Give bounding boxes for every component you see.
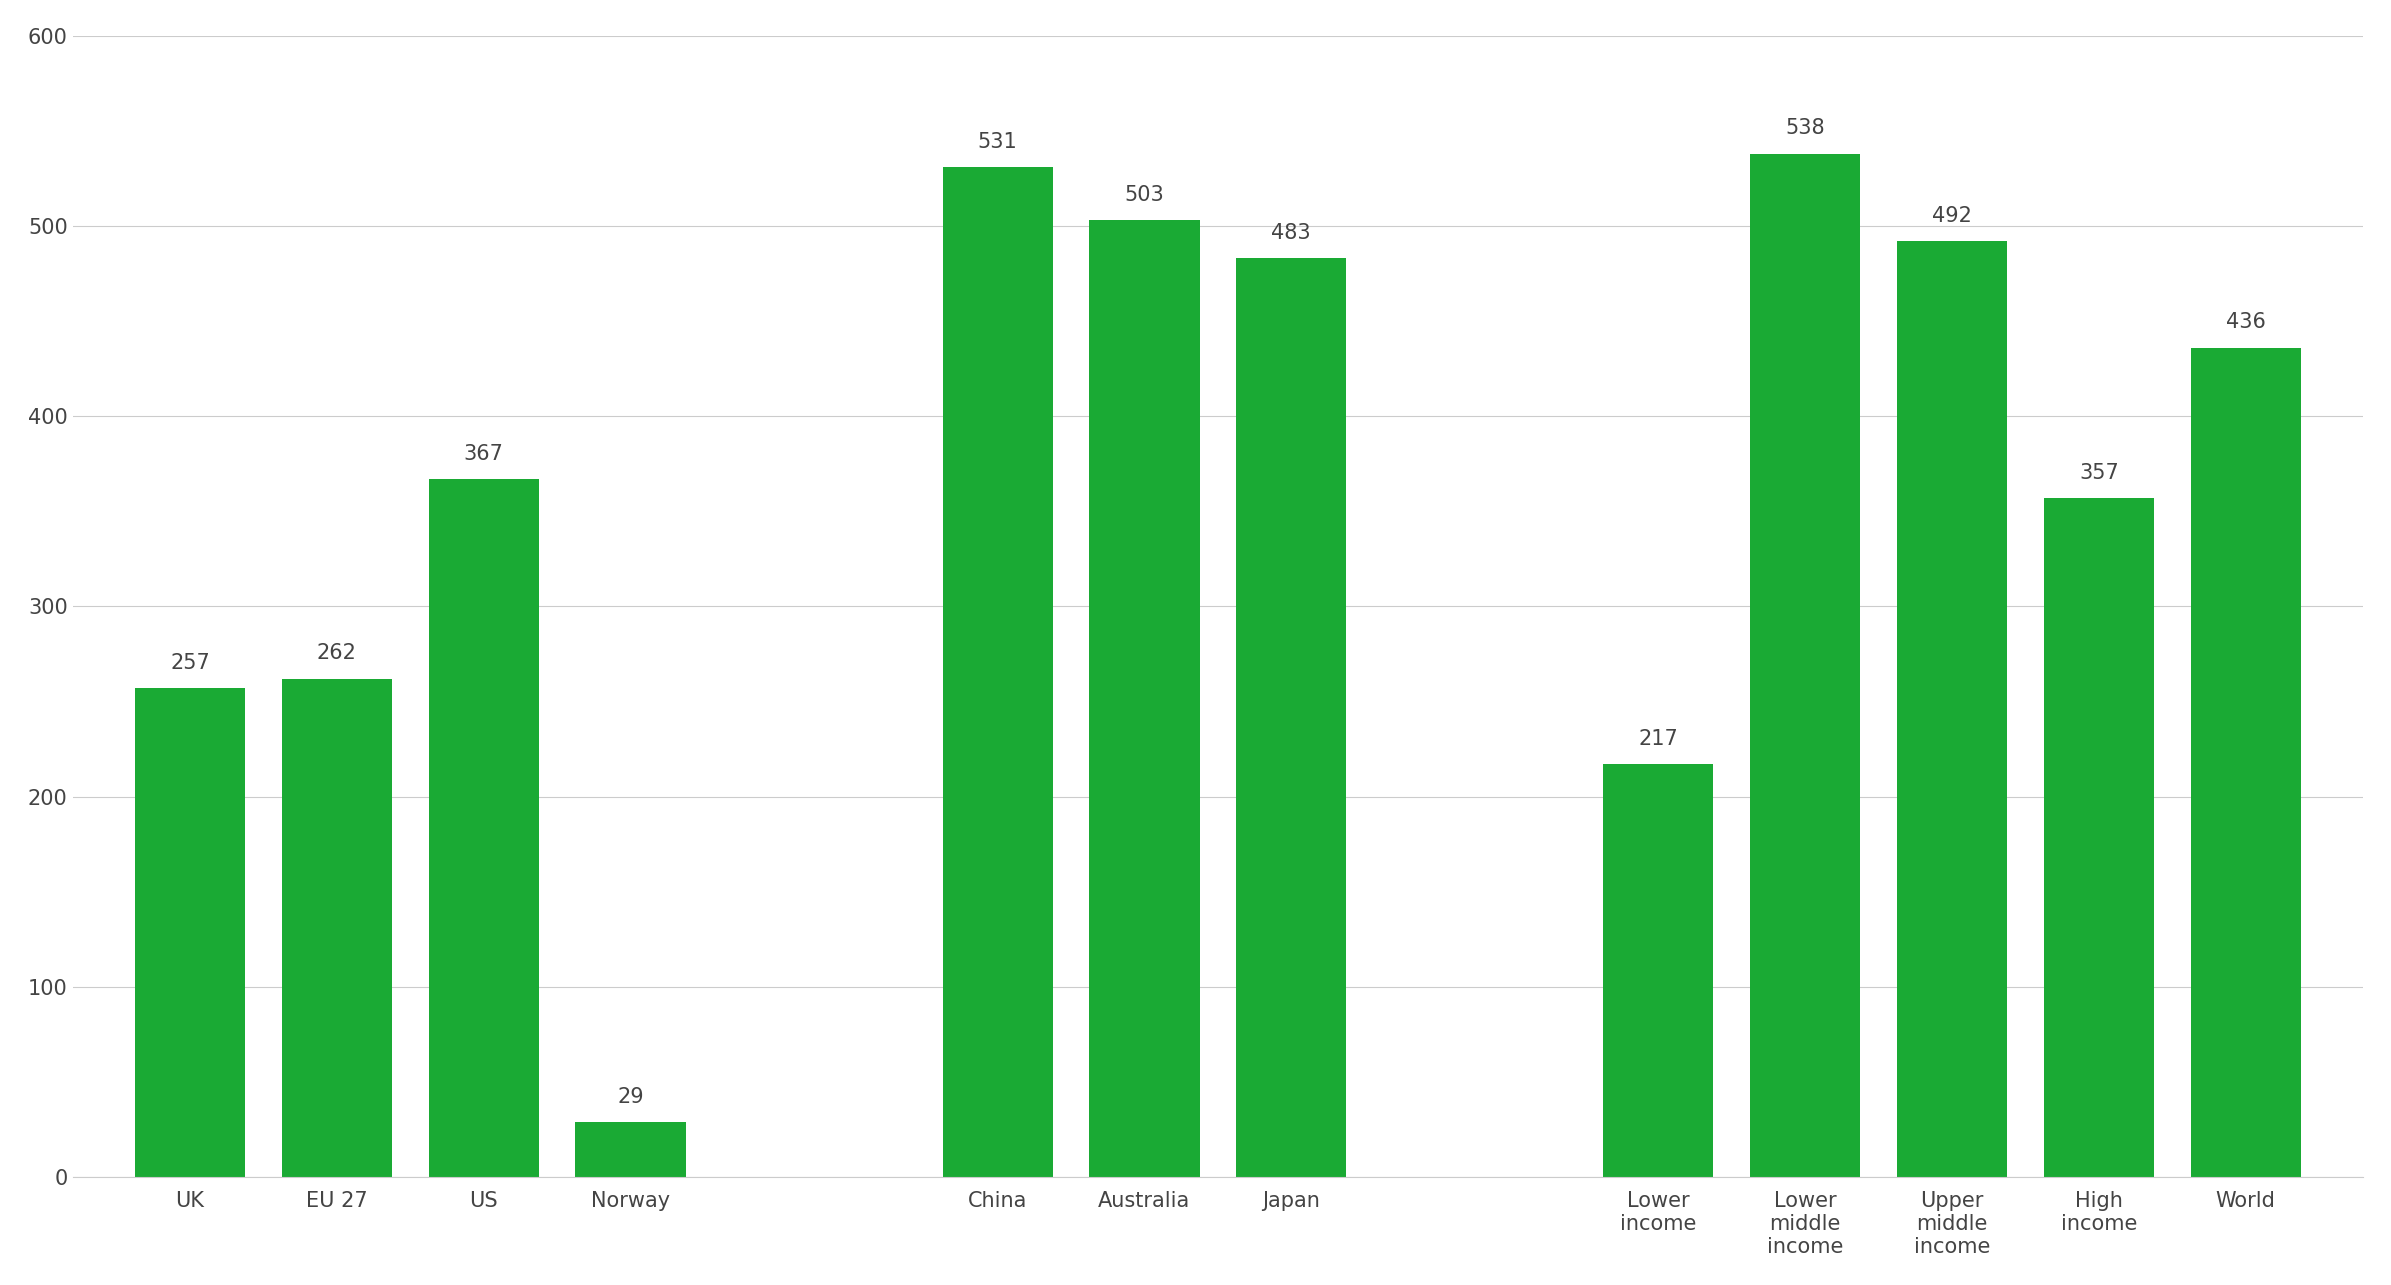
Bar — [1750, 154, 1860, 1177]
Text: 262: 262 — [318, 644, 356, 663]
Bar — [942, 167, 1052, 1177]
Text: 531: 531 — [978, 132, 1019, 152]
Bar — [428, 479, 538, 1177]
Bar — [1604, 765, 1714, 1177]
Text: 503: 503 — [1124, 185, 1164, 206]
Text: 217: 217 — [1638, 729, 1678, 749]
Text: 29: 29 — [617, 1087, 643, 1106]
Text: 492: 492 — [1932, 206, 1973, 226]
Bar — [576, 1122, 686, 1177]
Text: 357: 357 — [2080, 463, 2118, 483]
Bar — [2190, 348, 2300, 1177]
Text: 538: 538 — [1786, 118, 1824, 139]
Bar — [282, 678, 392, 1177]
Text: 483: 483 — [1272, 224, 1310, 243]
Text: 436: 436 — [2226, 312, 2267, 333]
Bar — [2044, 499, 2154, 1177]
Bar — [1896, 242, 2006, 1177]
Text: 257: 257 — [170, 653, 210, 673]
Bar — [134, 689, 244, 1177]
Bar — [1090, 220, 1200, 1177]
Text: 367: 367 — [464, 443, 505, 464]
Bar — [1236, 258, 1346, 1177]
